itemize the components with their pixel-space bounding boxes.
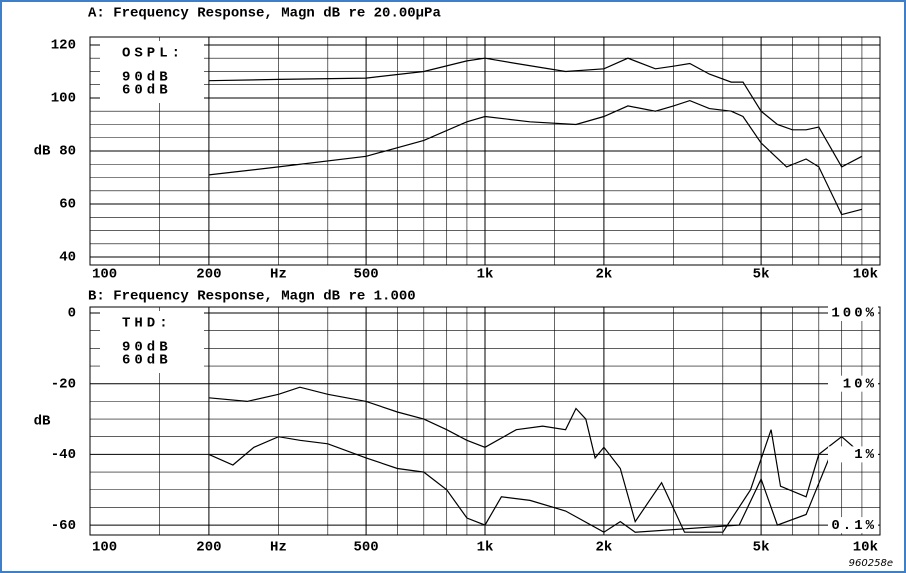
legend-box <box>100 41 204 103</box>
y-tick-label: -60 <box>51 518 76 534</box>
y-tick-label: 80 <box>59 144 76 160</box>
legend-entry: 60dB <box>122 83 172 99</box>
series-line <box>208 99 863 216</box>
y-axis-label: dB <box>34 144 51 160</box>
x-tick-label: 5k <box>753 540 770 556</box>
y2-label-bg <box>828 305 878 322</box>
y-tick-label: 0 <box>68 306 76 322</box>
y-tick-label: 120 <box>51 38 76 54</box>
footer: 960258e <box>849 558 893 569</box>
legend-box <box>100 311 204 373</box>
y-tick-label: 100 <box>51 91 76 107</box>
series-group <box>208 57 863 216</box>
y-axis-label: dB <box>34 414 51 430</box>
x-tick-label: 100 <box>92 267 117 283</box>
series-group <box>208 386 863 533</box>
series-line <box>208 436 863 533</box>
x-tick-label: 500 <box>353 267 378 283</box>
x-tick-label: 2k <box>596 540 613 556</box>
x-tick-label: 2k <box>596 267 613 283</box>
legend-entry: 90dB <box>122 340 172 356</box>
legend-entry: 90dB <box>122 70 172 86</box>
x-tick-label: 200 <box>196 267 221 283</box>
x-tick-label: 1k <box>477 267 494 283</box>
y2-label-bg <box>828 446 878 463</box>
x-axis-label: Hz <box>270 267 287 283</box>
y-tick-label: -20 <box>51 376 76 392</box>
x-tick-label: 1k <box>477 540 494 556</box>
y-tick-label: 40 <box>59 250 76 266</box>
x-tick-label: 5k <box>753 267 770 283</box>
legend-title: THD: <box>122 316 172 332</box>
chart-title: A: Frequency Response, Magn dB re 20.00µ… <box>88 6 441 22</box>
x-tick-label: 100 <box>92 540 117 556</box>
x-axis-label: Hz <box>270 540 287 556</box>
y2-label-bg <box>828 375 878 392</box>
x-tick-label: 500 <box>353 540 378 556</box>
y2-tick-label: 10% <box>843 376 877 392</box>
y2-tick-label: 1% <box>854 447 877 463</box>
y-tick-label: -40 <box>51 447 76 463</box>
y2-label-bg <box>828 517 878 534</box>
x-tick-label: 10k <box>853 267 878 283</box>
x-tick-label: 10k <box>853 540 878 556</box>
y2-tick-label: 0.1% <box>831 518 877 534</box>
legend-entry: 60dB <box>122 353 172 369</box>
y2-tick-label: 100% <box>831 306 877 322</box>
legend-title: OSPL: <box>122 46 184 62</box>
x-tick-label: 200 <box>196 540 221 556</box>
series-line <box>208 386 863 533</box>
series-line <box>208 57 863 168</box>
y-tick-label: 60 <box>59 197 76 213</box>
chart-title: B: Frequency Response, Magn dB re 1.000 <box>88 289 416 305</box>
